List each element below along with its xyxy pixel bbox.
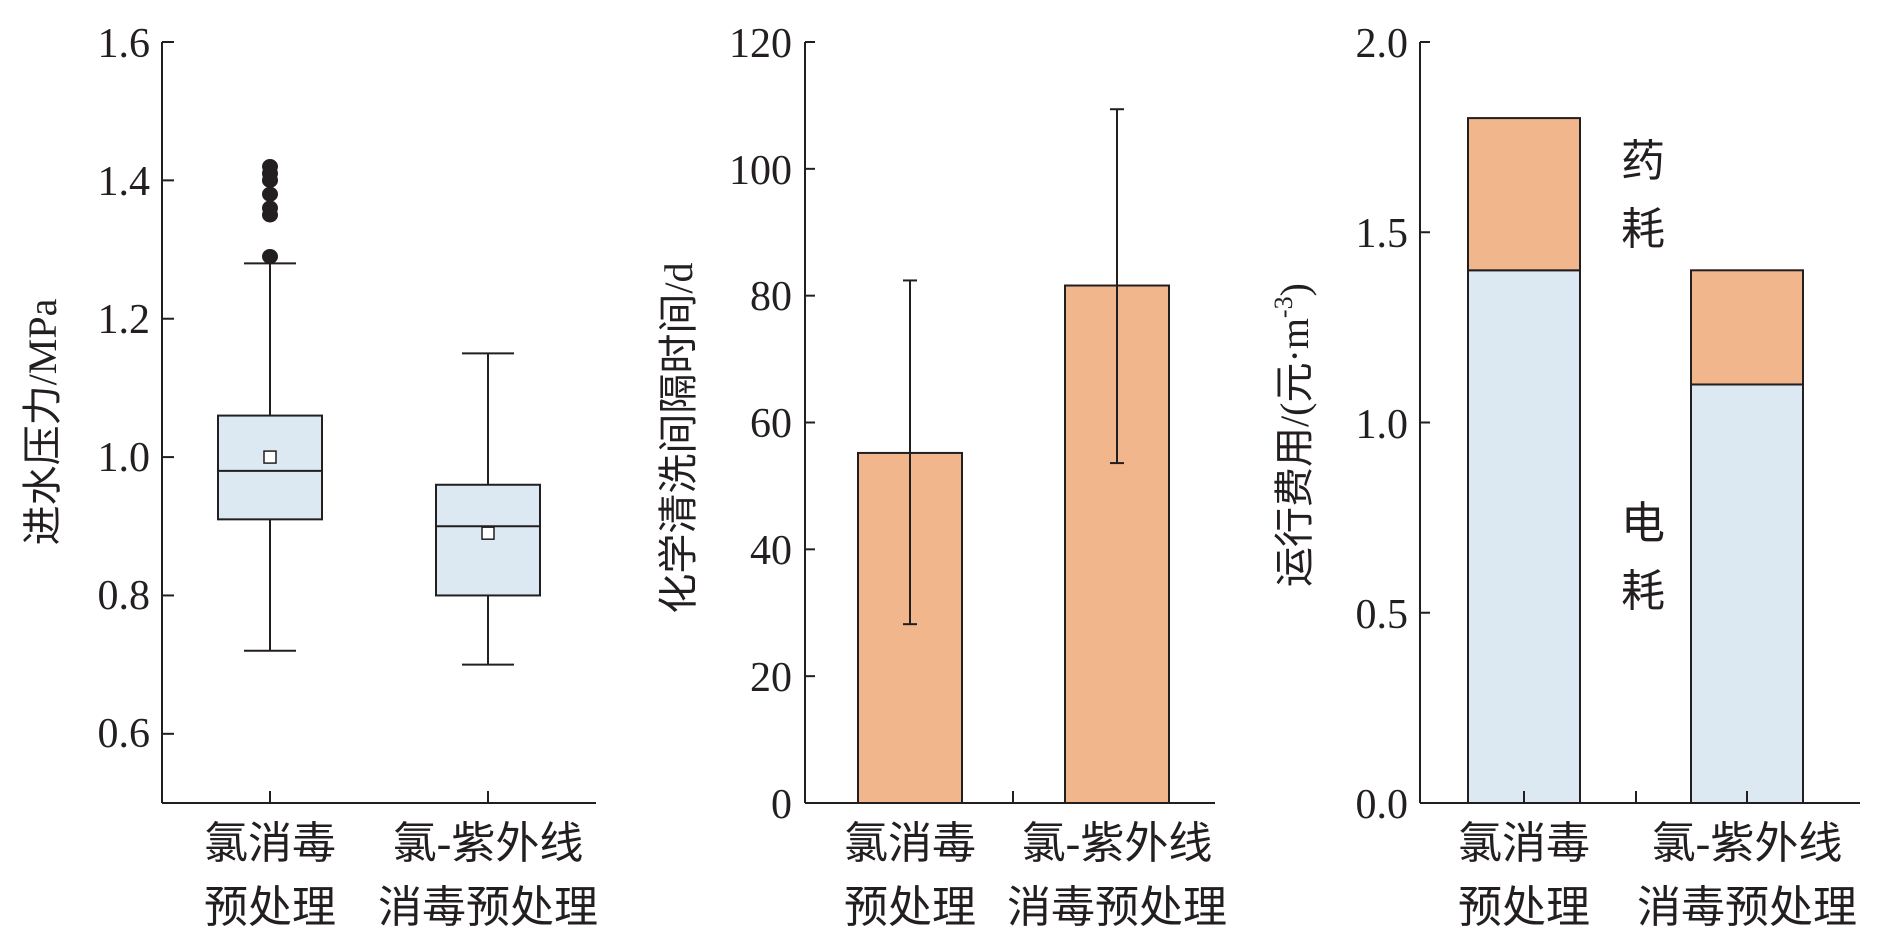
panel1-ytick-label: 1.4 xyxy=(98,159,151,205)
panel3-y-axis-title: 运行费用/(元·m-3) xyxy=(1269,283,1317,587)
panel3-ytick-label: 1.0 xyxy=(1356,402,1409,448)
stacked-bar-segment-chemical xyxy=(1467,117,1581,272)
panel1-ytick-label: 0.8 xyxy=(98,573,151,619)
panel3-category-label: 氯-紫外线 xyxy=(1652,819,1843,868)
panel2-category-label: 氯消毒 xyxy=(844,819,976,868)
panel2-ytick-label: 100 xyxy=(729,148,792,194)
panel1-ytick-label: 0.6 xyxy=(98,711,151,757)
panel3-y-ticks xyxy=(1420,41,1748,804)
panel1-category-label: 氯-紫外线 xyxy=(393,819,584,868)
panel2-ytick-label: 0 xyxy=(771,782,792,828)
panel2-category-label: 预处理 xyxy=(844,883,976,932)
panel3-ytick-label: 0.0 xyxy=(1356,782,1409,828)
box-outlier-point xyxy=(262,186,278,202)
panel3-category-label: 预处理 xyxy=(1458,883,1590,932)
box-iqr xyxy=(217,414,323,521)
panel2-category-label: 消毒预处理 xyxy=(1007,883,1227,932)
panel2-y-ticks xyxy=(805,41,1014,804)
panel2-ytick-label: 40 xyxy=(750,528,792,574)
panel2-marks xyxy=(857,108,1170,804)
panel2-ytick-label: 20 xyxy=(750,655,792,701)
panel1-category-label: 预处理 xyxy=(204,883,336,932)
panel2-category-label: 氯-紫外线 xyxy=(1022,819,1213,868)
panel3-ytick-label: 0.5 xyxy=(1356,592,1409,638)
panel1-ytick-label: 1.2 xyxy=(98,297,151,343)
box-outlier-point xyxy=(262,159,278,175)
panel-inlet-pressure: 0.6 0.8 1.0 1.2 1.4 1.6 氯消毒 预处理 氯-紫外线 消毒… xyxy=(20,21,598,932)
panel1-category-label: 氯消毒 xyxy=(204,819,336,868)
panel2-ytick-label: 60 xyxy=(750,401,792,447)
segment-label-top: 药 xyxy=(1621,137,1665,186)
panel3-ytick-label: 2.0 xyxy=(1356,21,1409,67)
segment-label-top: 耗 xyxy=(1621,205,1665,254)
stacked-bar-segment-electricity xyxy=(1467,269,1581,804)
panel2-ytick-label: 80 xyxy=(750,274,792,320)
segment-label-bottom: 耗 xyxy=(1621,567,1665,616)
panel3-y-axis-title-sup: -3 xyxy=(1269,296,1298,318)
panel1-ytick-label: 1.0 xyxy=(98,435,151,481)
box-outlier-point xyxy=(262,200,278,216)
box-mean-marker xyxy=(263,450,277,464)
box-outlier-point xyxy=(262,248,278,264)
panel3-category-label: 氯消毒 xyxy=(1458,819,1590,868)
panel2-y-axis-title: 化学清洗间隔时间/d xyxy=(656,262,701,613)
panel3-marks xyxy=(1467,117,1804,804)
panel-operating-cost: 0.0 0.5 1.0 1.5 2.0 氯消毒 预处理 氯-紫外线 消毒预处理 … xyxy=(1269,21,1860,932)
panel1-y-ticks xyxy=(162,41,489,803)
box-mean-marker xyxy=(481,526,495,540)
panel1-category-label: 消毒预处理 xyxy=(378,883,598,932)
stacked-bar-segment-electricity xyxy=(1690,383,1804,804)
panel1-ytick-label: 1.6 xyxy=(98,21,151,67)
panel1-y-axis-title: 进水压力/MPa xyxy=(20,298,65,545)
stacked-bar-segment-chemical xyxy=(1690,269,1804,386)
box-iqr xyxy=(435,483,541,597)
panel1-marks xyxy=(217,159,541,666)
panel2-ytick-label: 120 xyxy=(729,21,792,67)
panel3-y-axis-title-main: 运行费用/(元·m xyxy=(1272,318,1317,587)
panel3-y-axis-title-end: ) xyxy=(1272,283,1317,296)
panel3-ytick-label: 1.5 xyxy=(1356,211,1409,257)
panel-cleaning-interval: 0 20 40 60 80 100 120 氯消毒 预处理 氯-紫外线 消毒预处… xyxy=(656,21,1227,932)
segment-label-bottom: 电 xyxy=(1621,499,1665,548)
panel3-category-label: 消毒预处理 xyxy=(1637,883,1857,932)
